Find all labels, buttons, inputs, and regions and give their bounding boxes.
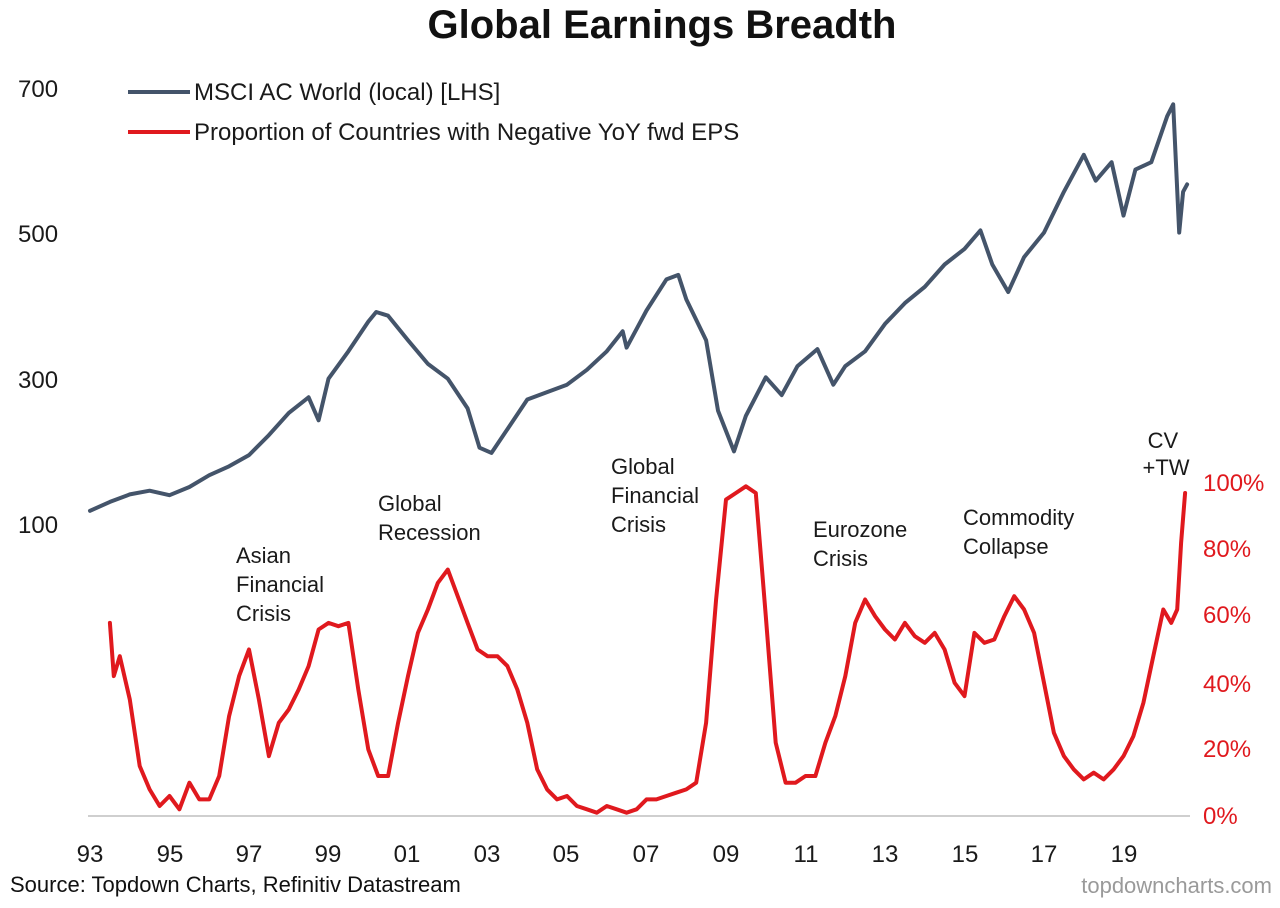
x-tick-label: 15	[952, 841, 979, 868]
x-tick-label: 07	[633, 841, 660, 868]
right-tick-label: 100%	[1203, 470, 1264, 497]
x-tick-label: 09	[713, 841, 740, 868]
chart-title: Global Earnings Breadth	[428, 3, 897, 47]
annotation-cv-tw: CV +TW	[1142, 428, 1189, 480]
x-tick-label: 99	[315, 841, 342, 868]
x-tick-label: 13	[872, 841, 899, 868]
annotation-eurozone-crisis: Eurozone Crisis	[813, 517, 913, 571]
series-line-msci	[88, 102, 1190, 513]
annotation-global-financial-crisis: Global Financial Crisis	[611, 454, 705, 537]
annotation-commodity-collapse: Commodity Collapse	[963, 505, 1080, 559]
left-tick-label: 100	[18, 512, 58, 539]
right-axis: 100% 80% 60% 40% 20% 0%	[1203, 470, 1264, 830]
x-tick-label: 03	[474, 841, 501, 868]
series-line-negative-eps	[107, 484, 1188, 815]
legend: MSCI AC World (local) [LHS] Proportion o…	[128, 79, 739, 146]
left-tick-label: 700	[18, 76, 58, 103]
legend-label-negative-eps: Proportion of Countries with Negative Yo…	[194, 119, 739, 146]
annotation-asian-financial-crisis: Asian Financial Crisis	[236, 543, 330, 626]
legend-label-msci: MSCI AC World (local) [LHS]	[194, 79, 500, 106]
left-axis: 700 500 300 100	[18, 76, 58, 539]
x-tick-label: 97	[236, 841, 263, 868]
right-tick-label: 20%	[1203, 736, 1251, 763]
x-tick-label: 05	[553, 841, 580, 868]
watermark: topdowncharts.com	[1081, 873, 1272, 898]
x-tick-label: 11	[794, 841, 819, 868]
x-axis: 93 95 97 99 01 03 05 07 09 11 13 15 17 1…	[77, 841, 1138, 868]
annotation-global-recession: Global Recession	[378, 491, 481, 545]
right-tick-label: 40%	[1203, 671, 1251, 698]
source-note: Source: Topdown Charts, Refinitiv Datast…	[10, 872, 461, 897]
right-tick-label: 80%	[1203, 536, 1251, 563]
x-tick-label: 19	[1111, 841, 1138, 868]
x-tick-label: 17	[1031, 841, 1058, 868]
x-tick-label: 93	[77, 841, 104, 868]
left-tick-label: 500	[18, 221, 58, 248]
left-tick-label: 300	[18, 367, 58, 394]
x-tick-label: 95	[157, 841, 184, 868]
right-tick-label: 0%	[1203, 803, 1238, 830]
x-tick-label: 01	[394, 841, 421, 868]
right-tick-label: 60%	[1203, 602, 1251, 629]
